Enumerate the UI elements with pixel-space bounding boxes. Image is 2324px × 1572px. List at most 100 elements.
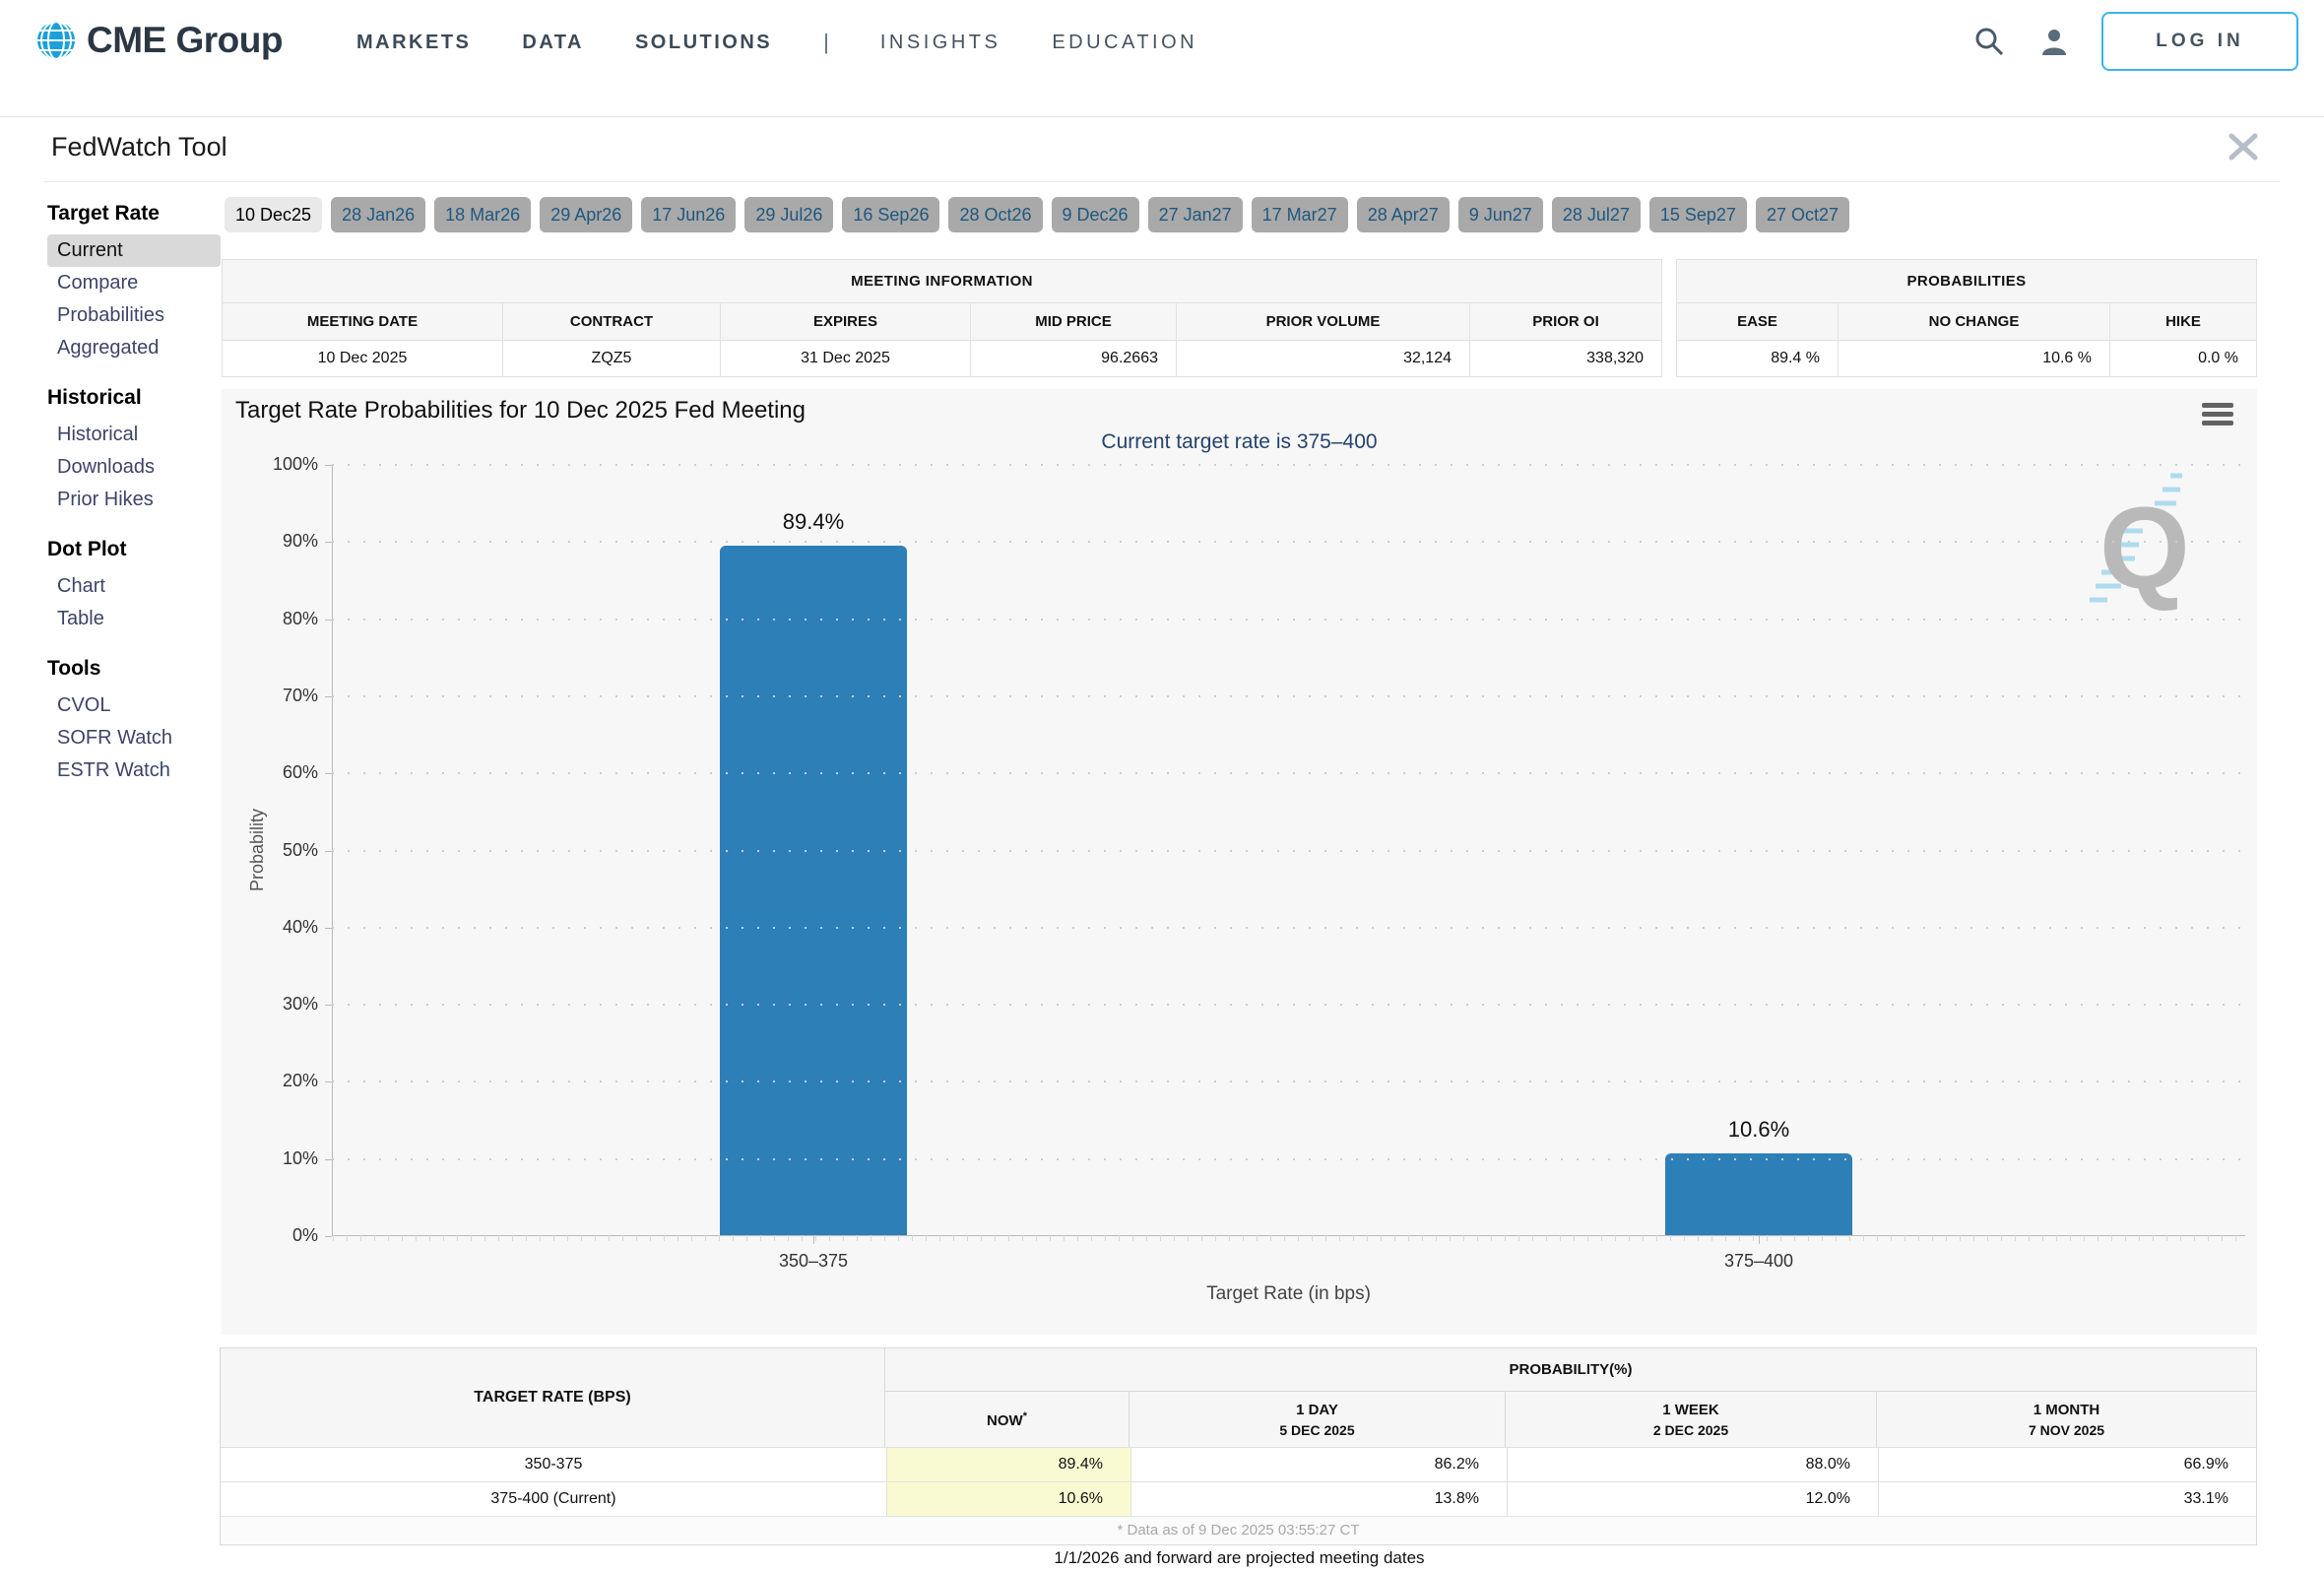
- chart-panel: Target Rate Probabilities for 10 Dec 202…: [222, 389, 2257, 1335]
- tab-17-mar27[interactable]: 17 Mar27: [1251, 197, 1348, 232]
- sidebar-section-dot-plot: Dot Plot: [47, 538, 127, 560]
- tab-28-apr27[interactable]: 28 Apr27: [1356, 197, 1450, 232]
- cell-probability: 88.0%: [1508, 1448, 1879, 1481]
- x-share-icon[interactable]: [2227, 132, 2259, 166]
- x-tick: [813, 1235, 814, 1244]
- nav-item-solutions[interactable]: SOLUTIONS: [634, 31, 773, 53]
- gridline: [332, 618, 2245, 621]
- y-tick-label: 20%: [282, 1071, 318, 1091]
- nav-item-markets[interactable]: MARKETS: [356, 31, 472, 53]
- tab-9-dec26[interactable]: 9 Dec26: [1051, 197, 1139, 232]
- cell-target-rate: 375-400 (Current): [221, 1482, 887, 1516]
- header-actions: LOG IN: [1971, 12, 2298, 71]
- chart-bar-375-400[interactable]: [1665, 1153, 1852, 1235]
- tab-18-mar26[interactable]: 18 Mar26: [434, 197, 532, 232]
- meeting-tabs: 10 Dec25 28 Jan26 18 Mar26 29 Apr26 17 Jun26…: [225, 197, 1849, 232]
- y-tick-label: 90%: [282, 531, 318, 552]
- y-tick-label: 70%: [282, 685, 318, 705]
- chart-bar-350-375[interactable]: [720, 546, 907, 1235]
- tab-29-apr26[interactable]: 29 Apr26: [540, 197, 633, 232]
- sidebar-item-probabilities[interactable]: Probabilities: [57, 304, 164, 326]
- cell-target-rate: 350-375: [221, 1448, 887, 1481]
- tab-17-jun26[interactable]: 17 Jun26: [641, 197, 737, 232]
- watermark-q-icon: Q: [2072, 468, 2200, 621]
- sidebar-item-historical[interactable]: Historical: [57, 424, 139, 445]
- meeting-info-table: MEETING INFORMATION MEETING DATE CONTRACT E…: [222, 259, 1662, 377]
- column-header-expires: EXPIRES: [721, 303, 971, 340]
- y-tick: [325, 465, 332, 466]
- y-tick: [325, 542, 332, 544]
- gridline: [332, 541, 2245, 544]
- column-header-ease: EASE: [1677, 303, 1839, 340]
- table-row: 10 Dec 2025 ZQZ5 31 Dec 2025 96.2663 32,124 3…: [223, 341, 1661, 376]
- user-icon[interactable]: [2036, 24, 2072, 59]
- column-header-1-month: 1 MONTH 7 NOV 2025: [1877, 1392, 2256, 1447]
- sidebar-item-estr-watch[interactable]: ESTR Watch: [57, 759, 170, 781]
- tab-27-oct27[interactable]: 27 Oct27: [1755, 197, 1849, 232]
- sidebar-item-compare[interactable]: Compare: [57, 272, 139, 294]
- column-header-1-week: 1 WEEK 2 DEC 2025: [1506, 1392, 1877, 1447]
- search-icon[interactable]: [1971, 24, 2007, 59]
- header-line1: 1 WEEK: [1662, 1401, 1719, 1418]
- column-header-prior-volume: PRIOR VOLUME: [1177, 303, 1470, 340]
- sidebar-item-prior-hikes[interactable]: Prior Hikes: [57, 489, 154, 510]
- tab-28-jul27[interactable]: 28 Jul27: [1551, 197, 1641, 232]
- cell-hike: 0.0 %: [2198, 350, 2238, 366]
- tab-9-jun27[interactable]: 9 Jun27: [1457, 197, 1543, 232]
- header-line1: 1 MONTH: [2033, 1401, 2100, 1418]
- y-tick: [325, 850, 332, 852]
- cell-ease: 89.4 %: [1677, 341, 1839, 376]
- table-header-row: EASE NO CHANGE HIKE: [1677, 303, 2256, 341]
- header-line2: 7 NOV 2025: [2028, 1421, 2105, 1438]
- sidebar-item-table[interactable]: Table: [57, 608, 104, 629]
- globe-icon: [37, 21, 75, 60]
- y-tick: [325, 773, 332, 775]
- nav-item-data[interactable]: DATA: [522, 31, 584, 53]
- bt-right-header: PROBABILITY(%) NOW* 1 DAY 5 DEC 2025 1 WEEK…: [885, 1348, 2256, 1447]
- sidebar-item-chart[interactable]: Chart: [57, 575, 105, 597]
- cell-probability: 86.2%: [1131, 1448, 1508, 1481]
- sidebar-item-current[interactable]: Current: [47, 234, 221, 267]
- gridline: [332, 772, 2245, 775]
- table-row: 350-375 89.4% 86.2% 88.0% 66.9%: [221, 1447, 2256, 1481]
- y-tick-label: 50%: [282, 839, 318, 860]
- sidebar-item-downloads[interactable]: Downloads: [57, 456, 155, 478]
- bar-value-label: 89.4%: [782, 509, 845, 534]
- probability-group-header: PROBABILITY(%): [885, 1348, 2256, 1392]
- chart-menu-button[interactable]: [2202, 403, 2233, 429]
- sidebar-section-tools: Tools: [47, 657, 101, 680]
- gridline: [332, 849, 2245, 852]
- column-header-hike: HIKE: [2165, 313, 2201, 330]
- cell-probability: 12.0%: [1508, 1482, 1879, 1516]
- sidebar-item-sofr-watch[interactable]: SOFR Watch: [57, 727, 173, 749]
- toolbar-divider: [44, 181, 2280, 182]
- tab-10-dec25[interactable]: 10 Dec25: [225, 197, 323, 232]
- y-tick: [325, 1081, 332, 1083]
- tab-29-jul26[interactable]: 29 Jul26: [744, 197, 834, 232]
- tab-16-sep26[interactable]: 16 Sep26: [842, 197, 940, 232]
- nav-item-education[interactable]: EDUCATION: [1052, 31, 1198, 53]
- nav-item-insights[interactable]: INSIGHTS: [879, 31, 1001, 53]
- table-row: 89.4 % 10.6 % 0.0 %: [1677, 341, 2256, 376]
- tab-28-oct26[interactable]: 28 Oct26: [948, 197, 1043, 232]
- tab-27-jan27[interactable]: 27 Jan27: [1147, 197, 1243, 232]
- login-button[interactable]: LOG IN: [2101, 12, 2298, 71]
- gridline: [332, 694, 2245, 697]
- cell-no-change: 10.6 %: [1839, 341, 2110, 376]
- sidebar-item-cvol[interactable]: CVOL: [57, 694, 111, 716]
- table-title: PROBABILITIES: [1677, 260, 2256, 303]
- y-tick: [325, 1236, 332, 1237]
- cme-group-logo[interactable]: CME Group: [35, 20, 283, 61]
- y-tick: [325, 695, 332, 697]
- x-axis-minor-ticks: [333, 1235, 2245, 1241]
- header-line1: NOW*: [987, 1409, 1027, 1429]
- table-header-row: MEETING DATE CONTRACT EXPIRES MID PRICE PRIO…: [223, 303, 1661, 341]
- bt-subheaders: NOW* 1 DAY 5 DEC 2025 1 WEEK 2 DEC 2025 1 MON…: [885, 1392, 2256, 1447]
- cell-contract: ZQZ5: [503, 341, 721, 376]
- tab-15-sep27[interactable]: 15 Sep27: [1648, 197, 1747, 232]
- cell-expires: 31 Dec 2025: [721, 341, 971, 376]
- sidebar-item-aggregated[interactable]: Aggregated: [57, 337, 160, 359]
- gridline: [332, 464, 2245, 466]
- y-tick: [325, 1005, 332, 1007]
- tab-28-jan26[interactable]: 28 Jan26: [331, 197, 426, 232]
